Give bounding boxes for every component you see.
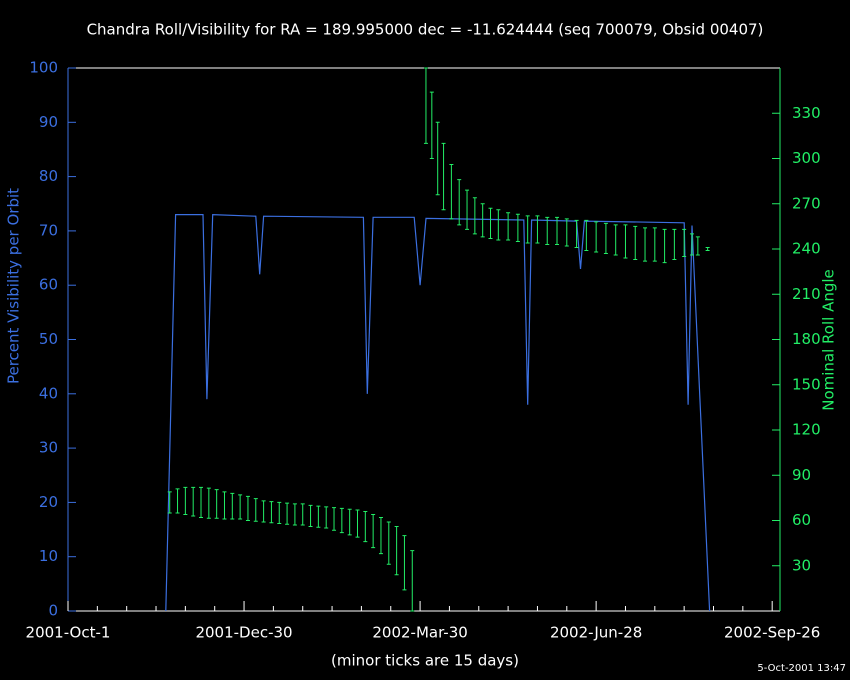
- roll-error-bar: [347, 508, 352, 536]
- roll-error-bar: [316, 505, 321, 528]
- roll-error-bar: [672, 228, 677, 261]
- roll-error-bar: [457, 179, 462, 226]
- roll-error-bar: [555, 216, 560, 245]
- roll-error-bar: [545, 216, 550, 245]
- roll-error-bar: [689, 233, 694, 256]
- y2-tick-label: 30: [792, 556, 811, 574]
- roll-error-bar: [183, 486, 188, 515]
- roll-error-bar: [324, 506, 329, 529]
- roll-error-bar: [300, 503, 305, 526]
- roll-error-bar: [535, 215, 540, 244]
- roll-error-bar: [167, 491, 172, 514]
- y-tick-label: 10: [39, 547, 58, 565]
- roll-error-bar: [285, 502, 290, 525]
- y-axis-label: Percent Visibility per Orbit: [5, 188, 23, 384]
- roll-error-bar: [506, 212, 511, 241]
- y-tick-label: 0: [48, 602, 58, 620]
- roll-error-bar: [386, 521, 391, 565]
- roll-error-bar: [410, 550, 415, 612]
- y2-tick-label: 150: [792, 375, 821, 393]
- roll-error-bar: [230, 492, 235, 520]
- y-tick-label: 70: [39, 221, 58, 239]
- y2-tick-label: 330: [792, 104, 821, 122]
- x-tick-label: 2002-Jun-28: [550, 624, 642, 642]
- roll-error-bar: [695, 236, 700, 256]
- roll-error-bar: [613, 224, 618, 256]
- roll-error-bar: [449, 164, 454, 220]
- roll-error-bar: [371, 513, 376, 549]
- roll-error-bar: [332, 507, 337, 531]
- roll-error-bar: [269, 501, 274, 524]
- roll-error-bar: [496, 209, 501, 241]
- y2-tick-label: 210: [792, 285, 821, 303]
- roll-error-bar: [594, 221, 599, 253]
- y2-tick-label: 270: [792, 194, 821, 212]
- roll-error-bar: [363, 510, 368, 543]
- x-tick-label: 2002-Mar-30: [372, 624, 467, 642]
- roll-error-bar: [515, 213, 520, 242]
- roll-error-bar: [472, 197, 477, 235]
- visibility-line: [165, 213, 711, 612]
- roll-error-bar: [633, 225, 638, 261]
- roll-error-bar: [652, 227, 657, 262]
- y2-tick-label: 90: [792, 466, 811, 484]
- roll-error-bar: [199, 486, 204, 518]
- roll-error-bar: [623, 224, 628, 259]
- y2-tick-label: 240: [792, 240, 821, 258]
- roll-error-bar: [238, 494, 243, 520]
- y-tick-label: 30: [39, 439, 58, 457]
- roll-error-bar: [705, 246, 710, 252]
- roll-error-bar: [465, 189, 470, 230]
- x-tick-label: 2001-Oct-1: [26, 624, 111, 642]
- roll-error-bar: [441, 142, 446, 211]
- y2-axis-label: Nominal Roll Angle: [820, 269, 838, 411]
- y-tick-label: 100: [29, 59, 58, 77]
- roll-error-bar: [292, 503, 297, 526]
- x-tick-label: 2002-Sep-26: [724, 624, 820, 642]
- y2-tick-label: 60: [792, 511, 811, 529]
- x-tick-label: 2001-Dec-30: [195, 624, 292, 642]
- roll-error-bar: [355, 509, 360, 538]
- y-tick-label: 40: [39, 384, 58, 402]
- roll-error-bar: [584, 219, 589, 252]
- roll-error-bar: [339, 507, 344, 534]
- roll-error-bar: [253, 498, 258, 522]
- timestamp: 5-Oct-2001 13:47: [757, 663, 846, 674]
- roll-error-bar: [378, 516, 383, 555]
- y2-tick-label: 180: [792, 330, 821, 348]
- roll-error-bar: [214, 489, 219, 519]
- y-tick-label: 90: [39, 113, 58, 131]
- roll-error-bar: [564, 218, 569, 247]
- roll-error-bar: [429, 91, 434, 159]
- roll-error-bar: [222, 491, 227, 520]
- roll-error-bar: [423, 67, 428, 144]
- y-tick-label: 50: [39, 330, 58, 348]
- roll-error-bar: [662, 228, 667, 264]
- y-tick-label: 60: [39, 276, 58, 294]
- roll-error-bar: [435, 121, 440, 196]
- roll-error-bar: [603, 222, 608, 255]
- roll-error-bar: [488, 207, 493, 239]
- roll-error-bar: [525, 215, 530, 244]
- roll-error-bar: [206, 487, 211, 519]
- roll-error-bar: [175, 488, 180, 514]
- y2-tick-label: 120: [792, 421, 821, 439]
- roll-error-bar: [277, 501, 282, 525]
- roll-error-bar: [191, 486, 196, 517]
- roll-error-bar: [574, 219, 579, 248]
- roll-error-bar: [245, 495, 250, 521]
- y2-tick-label: 300: [792, 149, 821, 167]
- roll-error-bar: [480, 203, 485, 238]
- roll-error-bar: [394, 526, 399, 576]
- x-axis-label: (minor ticks are 15 days): [331, 652, 519, 670]
- y-tick-label: 80: [39, 167, 58, 185]
- roll-error-bar: [261, 500, 266, 523]
- roll-error-bar: [682, 228, 687, 258]
- y-tick-label: 20: [39, 493, 58, 511]
- roll-error-bar: [643, 227, 648, 262]
- chart-title: Chandra Roll/Visibility for RA = 189.995…: [87, 21, 764, 39]
- roll-error-bar: [308, 504, 313, 528]
- roll-error-bar: [402, 535, 407, 591]
